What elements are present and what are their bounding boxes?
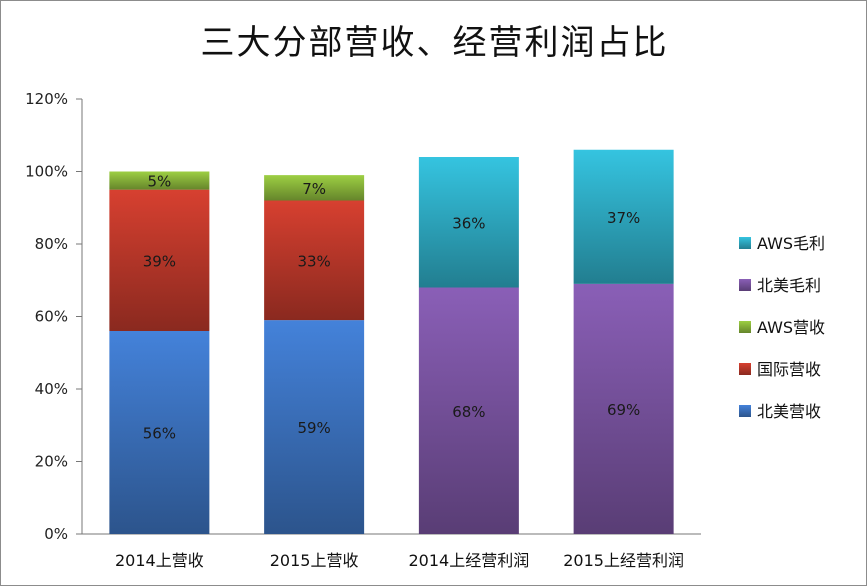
- data-label: 5%: [147, 173, 171, 191]
- bar-segment: [109, 189, 210, 331]
- y-tick-label: 60%: [35, 308, 68, 326]
- data-label: 39%: [143, 252, 176, 270]
- y-tick-label: 0%: [44, 525, 68, 543]
- y-tick-label: 100%: [25, 163, 68, 181]
- legend-label: AWS毛利: [757, 234, 825, 253]
- bar-segment: [418, 157, 519, 288]
- legend-swatch: [739, 237, 751, 249]
- bar-segment: [573, 283, 674, 534]
- bar-segment: [109, 331, 210, 534]
- data-label: 36%: [452, 214, 485, 232]
- bar-segment: [418, 287, 519, 534]
- bar-segment: [264, 320, 365, 534]
- legend-swatch: [739, 363, 751, 375]
- legend-swatch: [739, 405, 751, 417]
- data-label: 68%: [452, 403, 485, 421]
- x-category-label: 2015上营收: [270, 551, 359, 570]
- legend-label: 国际营收: [757, 360, 821, 379]
- bar-segment: [264, 200, 365, 321]
- x-category-label: 2014上经营利润: [409, 551, 530, 570]
- bar-segment: [573, 149, 674, 284]
- y-tick-label: 20%: [35, 453, 68, 471]
- y-tick-label: 40%: [35, 380, 68, 398]
- data-label: 56%: [143, 425, 176, 443]
- data-label: 37%: [607, 209, 640, 227]
- bar-segment: [109, 171, 210, 190]
- legend-label: 北美毛利: [757, 276, 821, 295]
- legend-label: AWS营收: [757, 318, 825, 337]
- x-category-label: 2015上经营利润: [563, 551, 684, 570]
- data-label: 7%: [302, 180, 326, 198]
- legend-swatch: [739, 321, 751, 333]
- legend-label: 北美营收: [757, 402, 821, 421]
- data-label: 69%: [607, 401, 640, 419]
- legend-swatch: [739, 279, 751, 291]
- x-category-label: 2014上营收: [115, 551, 204, 570]
- y-tick-label: 120%: [25, 90, 68, 108]
- bar-segment: [264, 175, 365, 201]
- chart-title: 三大分部营收、经营利润占比: [200, 23, 669, 63]
- data-label: 59%: [297, 419, 330, 437]
- y-tick-label: 80%: [35, 235, 68, 253]
- data-label: 33%: [297, 252, 330, 270]
